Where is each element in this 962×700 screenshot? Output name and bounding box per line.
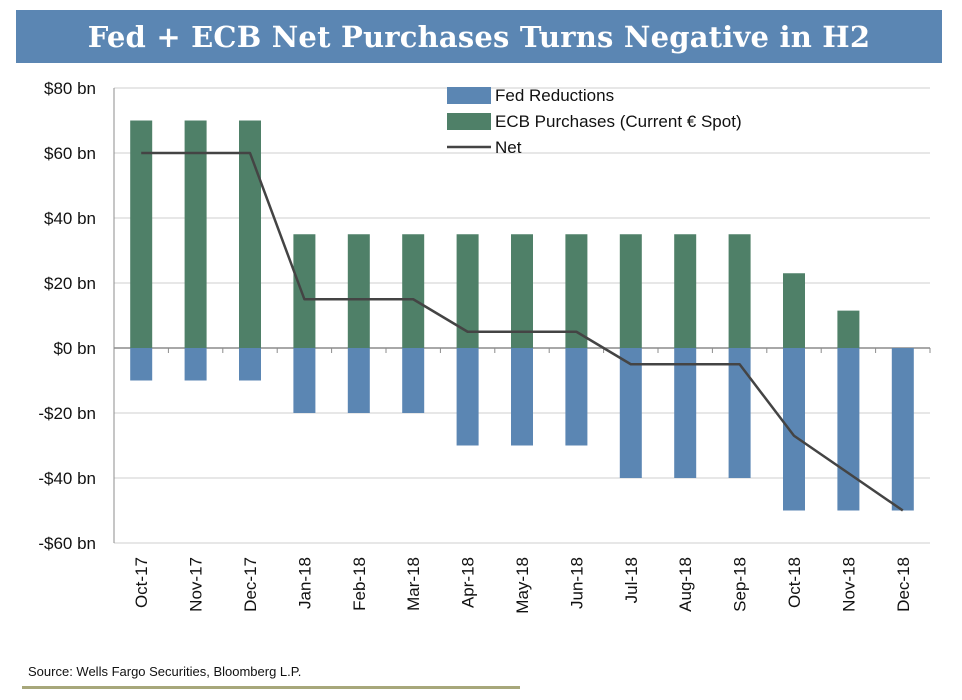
ecb-purchase-bar: [347, 234, 370, 348]
y-tick-label: -$60 bn: [38, 534, 96, 553]
legend-label: ECB Purchases (Current € Spot): [495, 112, 742, 131]
legend-swatch: [447, 87, 491, 104]
source-divider: [22, 686, 520, 689]
legend-label: Fed Reductions: [495, 86, 614, 105]
x-tick-label: Jul-18: [622, 557, 641, 603]
fed-reduction-bar: [293, 348, 316, 413]
x-tick-label: Nov-17: [187, 557, 206, 612]
ecb-purchase-bar: [565, 234, 588, 348]
y-tick-label: $0 bn: [53, 339, 96, 358]
y-tick-label: $60 bn: [44, 144, 96, 163]
x-tick-label: Aug-18: [676, 557, 695, 612]
fed-reduction-bar: [239, 348, 261, 381]
y-tick-label: $80 bn: [44, 79, 96, 98]
fed-reduction-bar: [728, 348, 751, 478]
ecb-purchase-bar: [837, 310, 860, 348]
y-tick-label: $20 bn: [44, 274, 96, 293]
y-tick-label: $40 bn: [44, 209, 96, 228]
fed-reduction-bar: [837, 348, 860, 511]
fed-reduction-bar: [891, 348, 914, 511]
chart-title: Fed + ECB Net Purchases Turns Negative i…: [87, 19, 871, 54]
fed-reduction-bar: [184, 348, 207, 381]
ecb-purchase-bar: [293, 234, 316, 348]
x-tick-label: Mar-18: [404, 557, 423, 611]
fed-reduction-bar: [619, 348, 642, 478]
ecb-purchase-bar: [184, 120, 207, 348]
x-tick-label: Jan-18: [295, 557, 314, 609]
legend-swatch: [447, 113, 491, 130]
x-tick-label: Feb-18: [350, 557, 369, 611]
ecb-purchase-bar: [239, 120, 261, 348]
fed-reduction-bar: [565, 348, 588, 446]
x-tick-label: Dec-18: [894, 557, 913, 612]
x-tick-label: Sep-18: [731, 557, 750, 612]
x-tick-label: Oct-17: [132, 557, 151, 608]
x-tick-label: Nov-18: [839, 557, 858, 612]
x-tick-label: Oct-18: [785, 557, 804, 608]
x-tick-label: Jun-18: [567, 557, 586, 609]
fed-reduction-bar: [674, 348, 697, 478]
fed-reduction-bar: [456, 348, 479, 446]
fed-reduction-bar: [511, 348, 533, 446]
ecb-purchase-bar: [783, 273, 805, 348]
ecb-purchase-bar: [728, 234, 751, 348]
fed-reduction-bar: [402, 348, 425, 413]
chart-title-bar: Fed + ECB Net Purchases Turns Negative i…: [16, 10, 942, 63]
x-tick-label: Apr-18: [459, 557, 478, 608]
ecb-purchase-bar: [511, 234, 533, 348]
x-tick-label: Dec-17: [241, 557, 260, 612]
fed-reduction-bar: [783, 348, 805, 511]
fed-reduction-bar: [347, 348, 370, 413]
y-tick-label: -$20 bn: [38, 404, 96, 423]
ecb-purchase-bar: [674, 234, 697, 348]
ecb-purchase-bar: [402, 234, 425, 348]
fed-reduction-bar: [130, 348, 153, 381]
ecb-purchase-bar: [130, 120, 153, 348]
ecb-purchase-bar: [619, 234, 642, 348]
legend-label: Net: [495, 138, 522, 157]
y-tick-label: -$40 bn: [38, 469, 96, 488]
ecb-purchase-bar: [456, 234, 479, 348]
x-tick-label: May-18: [513, 557, 532, 614]
net-line: [141, 151, 904, 512]
chart-area: $80 bn $60 bn $40 bn $20 bn $0 bn -$20 bn -$40…: [38, 79, 931, 614]
source-note: Source: Wells Fargo Securities, Bloomber…: [28, 664, 302, 679]
